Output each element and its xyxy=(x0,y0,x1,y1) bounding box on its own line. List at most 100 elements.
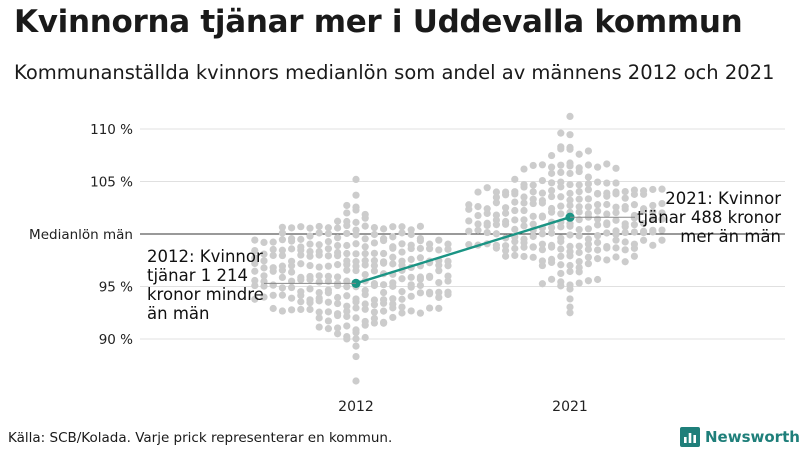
y-tick-label: 110 % xyxy=(90,122,133,138)
swarm-point xyxy=(426,245,434,253)
swarm-point xyxy=(370,257,378,265)
swarm-point xyxy=(260,250,268,258)
swarm-point xyxy=(538,261,547,270)
swarm-point xyxy=(548,229,556,237)
swarm-point xyxy=(352,206,360,214)
swarm-point xyxy=(649,201,657,210)
swarm-point xyxy=(324,317,332,325)
swarm-point xyxy=(575,195,583,203)
swarm-point xyxy=(594,246,602,254)
swarm-point xyxy=(630,221,639,229)
swarm-point xyxy=(584,253,593,261)
swarm-point xyxy=(474,188,482,196)
swarm-point xyxy=(315,278,323,286)
swarm-point xyxy=(306,299,314,307)
swarm-point xyxy=(352,231,360,239)
swarm-point xyxy=(474,203,482,211)
swarm-point xyxy=(352,335,360,343)
swarm-point xyxy=(492,188,500,196)
swarm-point xyxy=(380,259,388,267)
swarm-point xyxy=(288,268,296,276)
swarm-point xyxy=(465,217,473,225)
swarm-point xyxy=(315,272,323,280)
swarm-point xyxy=(324,325,332,333)
swarm-point xyxy=(612,244,620,252)
swarm-point xyxy=(352,342,360,350)
swarm-point xyxy=(612,203,620,211)
swarm-point xyxy=(352,240,360,248)
swarm-point xyxy=(389,295,397,303)
swarm-point xyxy=(502,209,510,217)
swarm-point xyxy=(334,311,342,320)
swarm-point xyxy=(511,206,519,215)
swarm-point xyxy=(483,184,491,192)
swarm-point xyxy=(584,245,593,253)
swarm-point xyxy=(548,275,556,283)
swarm-point xyxy=(407,244,415,253)
swarm-point xyxy=(649,241,657,249)
swarm-point xyxy=(343,266,351,274)
swarm-point xyxy=(502,204,510,212)
swarm-point xyxy=(557,245,565,253)
swarm-point xyxy=(352,304,360,312)
swarm-point xyxy=(361,270,369,279)
swarm-point xyxy=(278,236,286,244)
swarm-point xyxy=(621,228,629,237)
swarm-point xyxy=(334,234,342,242)
swarm-point xyxy=(269,267,277,275)
swarm-point xyxy=(658,199,666,208)
swarm-point xyxy=(260,257,268,265)
swarm-point xyxy=(315,241,323,249)
swarm-point xyxy=(389,260,397,268)
swarm-point xyxy=(557,261,565,269)
swarm-point xyxy=(370,319,378,327)
swarm-point xyxy=(621,258,629,266)
swarm-point xyxy=(621,223,629,231)
swarm-point xyxy=(603,210,611,218)
swarm-point xyxy=(575,216,583,224)
swarm-point xyxy=(630,214,639,222)
swarm-point xyxy=(630,228,639,236)
swarm-point xyxy=(538,176,547,185)
swarm-point xyxy=(251,259,259,268)
swarm-point xyxy=(278,229,286,237)
highlight-line xyxy=(355,216,571,285)
swarm-points xyxy=(251,112,666,385)
swarm-point xyxy=(584,147,593,155)
swarm-point xyxy=(557,129,565,137)
swarm-point xyxy=(594,178,602,186)
swarm-point xyxy=(334,330,342,338)
swarm-point xyxy=(603,160,611,168)
swarm-point xyxy=(324,237,332,246)
swarm-point xyxy=(575,232,583,240)
swarm-point xyxy=(361,261,369,269)
brand-logo[interactable]: Newsworthy xyxy=(680,427,800,447)
swarm-point xyxy=(575,150,583,158)
swarm-point xyxy=(297,251,305,259)
swarm-point xyxy=(398,275,406,283)
swarm-point xyxy=(621,246,629,254)
x-tick-label: 2021 xyxy=(552,399,588,415)
swarm-point xyxy=(584,203,593,211)
swarm-point xyxy=(548,163,556,171)
swarm-point xyxy=(444,245,452,253)
swarm-point xyxy=(416,244,424,253)
swarm-point xyxy=(566,196,574,204)
swarm-point xyxy=(269,291,277,299)
swarm-point xyxy=(520,222,528,230)
swarm-point xyxy=(575,203,583,211)
swarm-point xyxy=(426,304,434,312)
swarm-point xyxy=(306,240,314,248)
swarm-point xyxy=(361,250,369,258)
swarm-point xyxy=(640,207,648,215)
swarm-point xyxy=(251,246,259,255)
swarm-point xyxy=(492,199,500,207)
swarm-point xyxy=(334,224,342,232)
swarm-point xyxy=(640,219,648,228)
swarm-point xyxy=(407,307,415,315)
swarm-point xyxy=(575,225,583,234)
swarm-point xyxy=(352,218,360,226)
swarm-point xyxy=(343,322,351,330)
swarm-point xyxy=(566,162,574,170)
swarm-point xyxy=(557,145,565,153)
